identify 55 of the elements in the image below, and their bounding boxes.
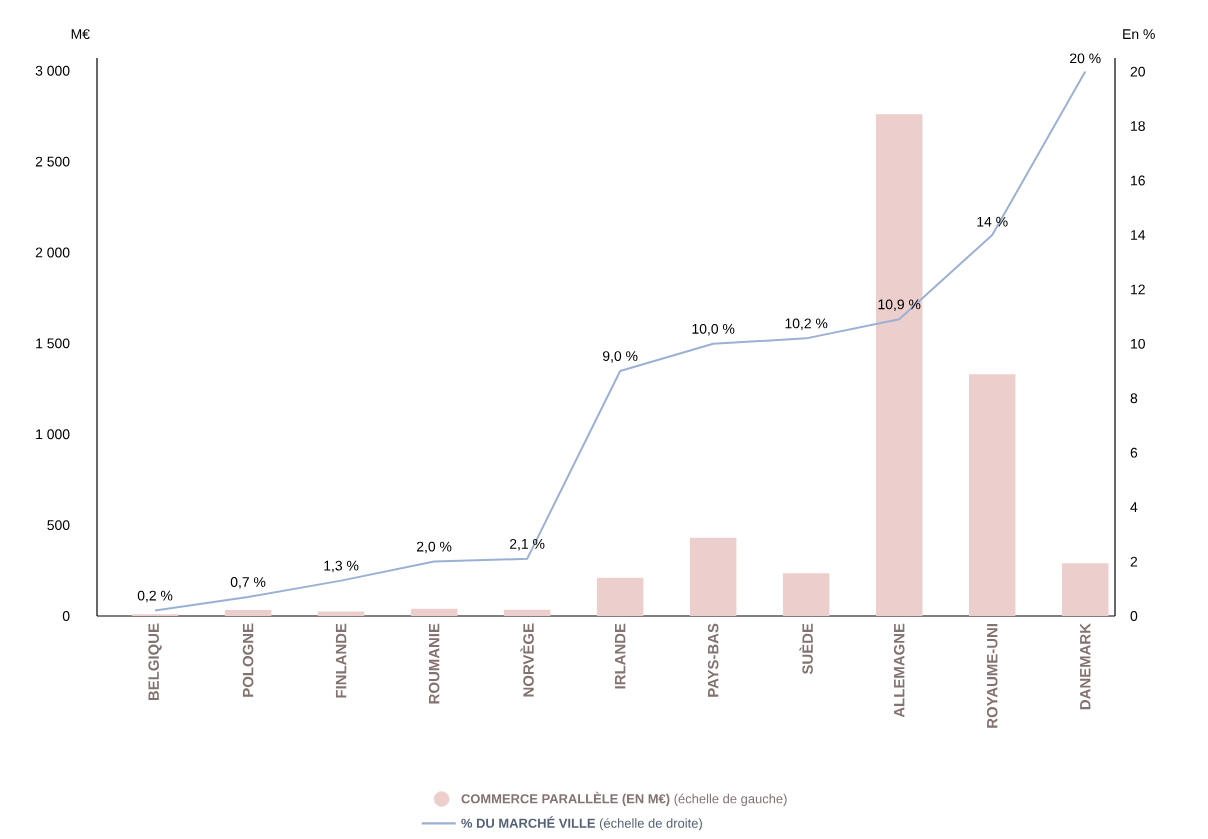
x-tick-label: IRLANDE	[615, 623, 626, 689]
bar	[875, 114, 923, 617]
y2-tick-label: 18	[1131, 121, 1145, 132]
y-axis-title: M€	[71, 29, 90, 40]
x-tick-label: PAYS-BAS	[707, 623, 719, 697]
bar	[503, 609, 551, 617]
data-label: 9,0 %	[602, 351, 638, 363]
y-tick-label: 1 000	[36, 429, 70, 440]
bar	[968, 374, 1016, 617]
data-label: 2,1 %	[509, 539, 545, 551]
y-tick-label: 1 500	[36, 338, 70, 349]
legend-label: % DU MARCHÉ VILLE (échelle de droite)	[461, 816, 702, 831]
x-tick-label: POLOGNE	[242, 623, 254, 697]
legend-label: COMMERCE PARALLÈLE (EN M€) (échelle de gauche)	[461, 791, 787, 807]
x-tick-label: ROYAUME-UNI	[986, 624, 998, 728]
x-tick-label: BELGIQUE	[148, 623, 162, 701]
y2-tick-label: 20	[1130, 66, 1145, 77]
data-label: 20 %	[1070, 53, 1101, 64]
y-tick-label: 500	[47, 520, 70, 531]
bar	[1061, 563, 1109, 617]
x-tick-label: SUÈDE	[799, 623, 813, 675]
x-tick-label: ROUMANIE	[428, 623, 440, 704]
y2-tick-label: 14	[1131, 230, 1146, 240]
y2-tick-label: 2	[1130, 556, 1138, 567]
y-tick-label: 3 000	[35, 65, 70, 76]
y-tick-label: 0	[62, 611, 70, 622]
y-tick-label: 2 000	[35, 247, 70, 258]
bar	[596, 578, 644, 617]
data-label: 0,7 %	[230, 577, 266, 589]
data-label: 0,2 %	[137, 590, 173, 603]
data-label: 10,9 %	[878, 299, 921, 312]
data-label: 10,2 %	[785, 318, 828, 331]
x-tick-label: FINLANDE	[335, 623, 347, 698]
y2-tick-label: 10	[1131, 339, 1145, 349]
bar	[317, 611, 365, 617]
y2-tick-label: 12	[1131, 284, 1145, 295]
y2-axis-title: En %	[1123, 29, 1155, 40]
x-tick-label: NORVÈGE	[520, 623, 534, 697]
y2-tick-label: 4	[1130, 502, 1138, 513]
x-tick-label: DANEMARK	[1080, 623, 1091, 710]
data-label: 10,0 %	[692, 324, 735, 336]
data-label: 2,0 %	[416, 541, 452, 554]
bar	[410, 608, 458, 617]
y2-tick-label: 0	[1130, 611, 1138, 622]
data-label: 1,3 %	[324, 560, 359, 573]
bar	[782, 573, 830, 617]
x-tick-label: ALLEMAGNE	[893, 623, 905, 718]
data-label: 14 %	[977, 217, 1008, 227]
bar	[689, 538, 737, 617]
bar	[224, 610, 272, 617]
line-series	[154, 70, 1087, 612]
y2-tick-label: 16	[1131, 175, 1145, 186]
y-tick-label: 2 500	[35, 156, 70, 167]
y2-tick-label: 8	[1130, 393, 1138, 404]
y2-tick-label: 6	[1130, 447, 1138, 458]
